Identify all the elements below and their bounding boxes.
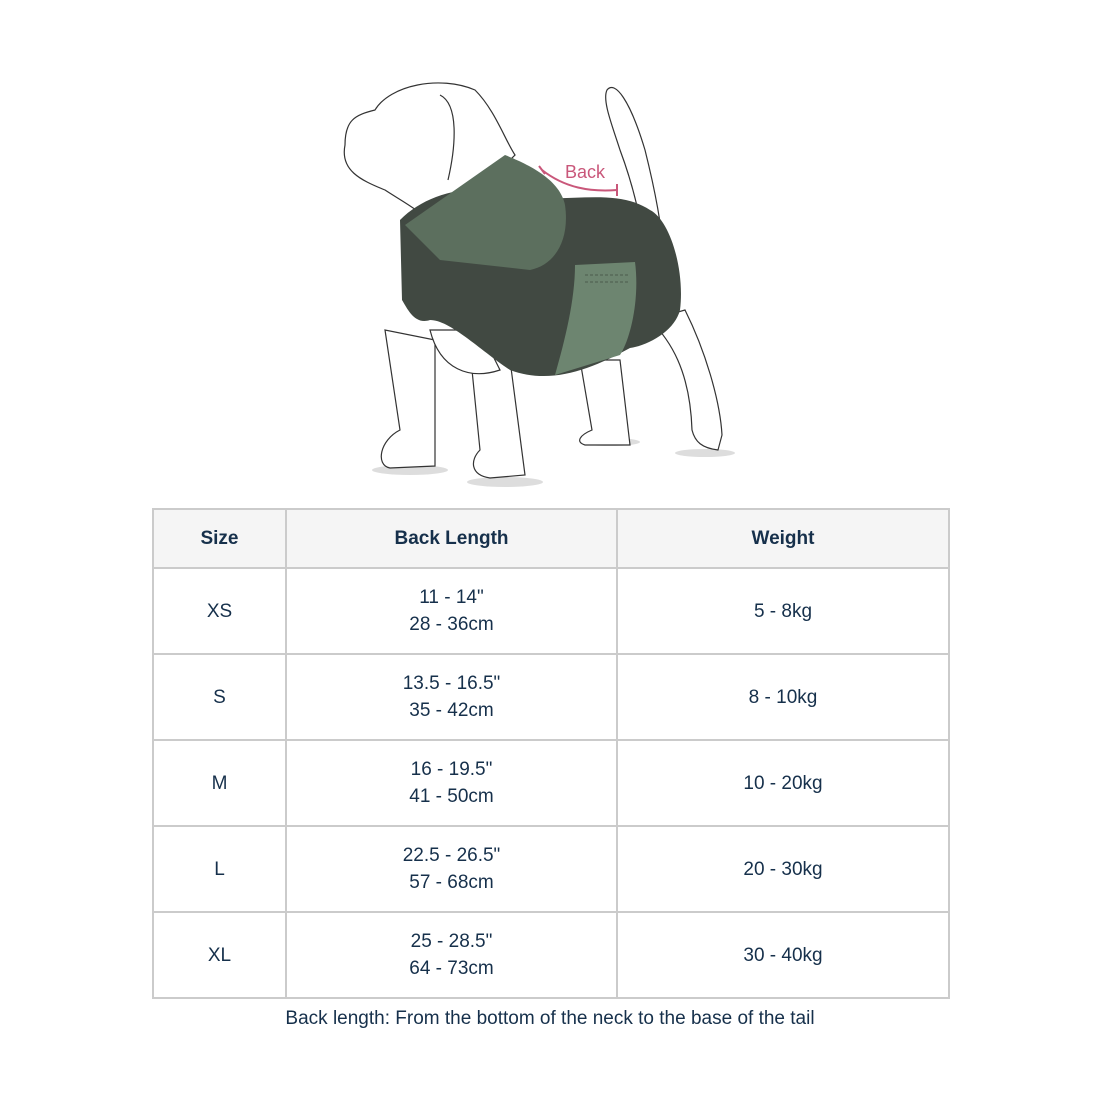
back-measure-arc [541,169,618,192]
length-inches: 11 - 14" [419,587,484,608]
length-cm: 41 - 50cm [409,786,494,807]
coat-cape [405,155,566,270]
back-length-cell: 13.5 - 16.5" 35 - 42cm [285,653,618,741]
header-back-length: Back Length [285,508,618,569]
size-chart-table: Size Back Length Weight XS 11 - 14" 28 - 3… [152,508,950,999]
size-cell: XS [152,567,287,655]
table-row: L 22.5 - 26.5" 57 - 68cm 20 - 30kg [152,825,950,913]
table-row: XL 25 - 28.5" 64 - 73cm 30 - 40kg [152,911,950,999]
size-cell: XL [152,911,287,999]
back-length-cell: 22.5 - 26.5" 57 - 68cm [285,825,618,913]
weight-cell: 10 - 20kg [616,739,950,827]
header-weight: Weight [616,508,950,569]
coat-strap [555,262,637,375]
length-inches: 16 - 19.5" [410,759,493,780]
back-length-cell: 25 - 28.5" 64 - 73cm [285,911,618,999]
back-length-caption: Back length: From the bottom of the neck… [285,1008,815,1029]
back-length-cell: 11 - 14" 28 - 36cm [285,567,618,655]
length-inches: 13.5 - 16.5" [402,673,501,694]
weight-cell: 8 - 10kg [616,653,950,741]
length-cm: 28 - 36cm [409,614,494,635]
header-size: Size [152,508,287,569]
length-cm: 64 - 73cm [409,958,494,979]
table-row: M 16 - 19.5" 41 - 50cm 10 - 20kg [152,739,950,827]
size-cell: S [152,653,287,741]
weight-cell: 5 - 8kg [616,567,950,655]
length-inches: 25 - 28.5" [410,931,493,952]
length-inches: 22.5 - 26.5" [402,845,501,866]
back-measure-label: Back [565,162,606,182]
dog-coat-illustration: Back [343,82,735,487]
size-cell: L [152,825,287,913]
back-length-cell: 16 - 19.5" 41 - 50cm [285,739,618,827]
length-cm: 57 - 68cm [409,872,494,893]
weight-cell: 30 - 40kg [616,911,950,999]
table-row: XS 11 - 14" 28 - 36cm 5 - 8kg [152,567,950,655]
table-row: S 13.5 - 16.5" 35 - 42cm 8 - 10kg [152,653,950,741]
table-header-row: Size Back Length Weight [152,508,950,569]
weight-cell: 20 - 30kg [616,825,950,913]
size-cell: M [152,739,287,827]
length-cm: 35 - 42cm [409,700,494,721]
